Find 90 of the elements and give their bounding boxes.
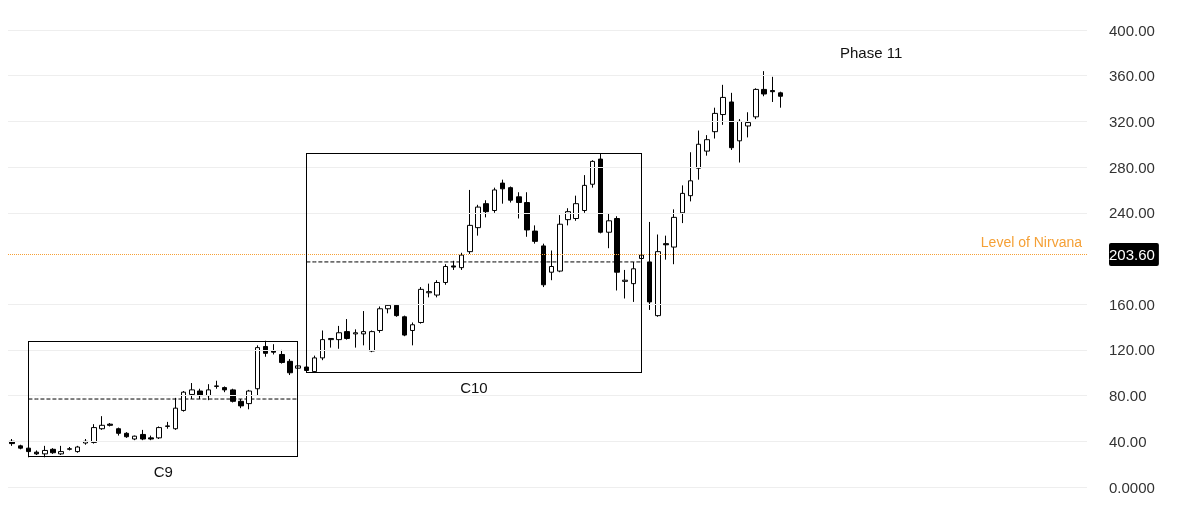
candlestick [304,365,309,373]
ref-line-label: Level of Nirvana [980,234,1083,251]
candlestick [688,151,693,202]
candlestick [312,355,317,374]
candlestick [58,445,64,456]
candlestick [663,235,669,261]
y-tick-label: 203.60 [1109,245,1155,263]
candlestick [483,199,489,218]
y-tick-label: 320.00 [1109,112,1155,130]
y-tick-label: 0.0000 [1109,478,1155,496]
candlestick [680,184,685,224]
candlestick [344,318,350,341]
y-tick-label: 280.00 [1109,158,1155,176]
candlestick [704,134,710,157]
candlestick [156,425,162,440]
candlestick [140,429,146,441]
y-tick-label: 240.00 [1109,204,1155,222]
candlestick [255,344,260,397]
candlestick [598,152,603,234]
candlestick [107,422,113,427]
candlestick [132,435,137,441]
candlestick [532,224,538,245]
annotation: C10 [460,378,488,396]
candlestick [99,415,105,431]
candlestick [745,111,751,138]
candlestick [394,303,399,318]
candlestick [753,87,759,120]
candlestick [320,329,325,361]
candlestick [467,189,473,255]
candlestick [75,445,80,454]
candlestick [271,343,276,355]
candlestick [500,179,505,205]
candlestick [712,107,718,140]
candlestick [402,315,407,337]
candlestick [148,435,154,441]
candlestick [410,321,415,346]
candlestick [336,325,342,350]
candlestick [328,337,334,349]
candlestick [377,305,383,334]
candlestick [655,234,661,318]
candlestick [361,310,366,346]
candlestick [565,207,571,226]
y-tick-label: 160.00 [1109,295,1155,313]
candlestick [590,159,595,189]
candlestick [18,444,23,450]
y-tick-label: 80.00 [1109,387,1147,405]
candlestick [116,427,121,437]
candlestick [778,91,783,109]
candlestick [573,195,579,222]
y-tick-label: 120.00 [1109,341,1155,359]
candlestick [34,449,39,456]
candlestick [720,84,726,126]
candlestick [582,174,587,214]
candlestick [516,191,522,220]
candlestick [671,208,677,265]
candlestick [737,118,742,164]
candlestick [606,213,612,249]
candlestick [418,286,424,325]
candlestick [475,204,481,237]
candlestick [165,421,170,430]
candlestick [761,70,767,97]
candlestick [622,269,628,299]
candlestick [729,92,734,151]
candlestick [524,191,530,238]
candlestick [124,431,129,439]
annotation: C9 [153,463,173,481]
annotation: Phase 11 [840,44,903,61]
candlestick [426,283,432,298]
candlestick [50,447,56,455]
candlestick [67,446,72,451]
y-tick-label: 400.00 [1109,21,1155,39]
y-tick-label: 360.00 [1109,67,1155,85]
candlestick [770,76,775,103]
candlestick [353,328,358,349]
candlestick [369,329,375,353]
candlestick [295,364,301,370]
candlestick [385,303,391,314]
candlestick [492,187,497,214]
y-tick-label: 40.00 [1109,432,1147,450]
candlestick [91,423,97,445]
candlestick [279,349,285,365]
candlestick [508,186,513,204]
candlestick [42,445,48,458]
candlestick [647,221,652,311]
candlestick [222,385,227,393]
candlestick [263,340,268,358]
candlestick [696,130,701,181]
candlestick [214,380,219,390]
candlestick [287,358,293,376]
candlestick [434,279,440,298]
